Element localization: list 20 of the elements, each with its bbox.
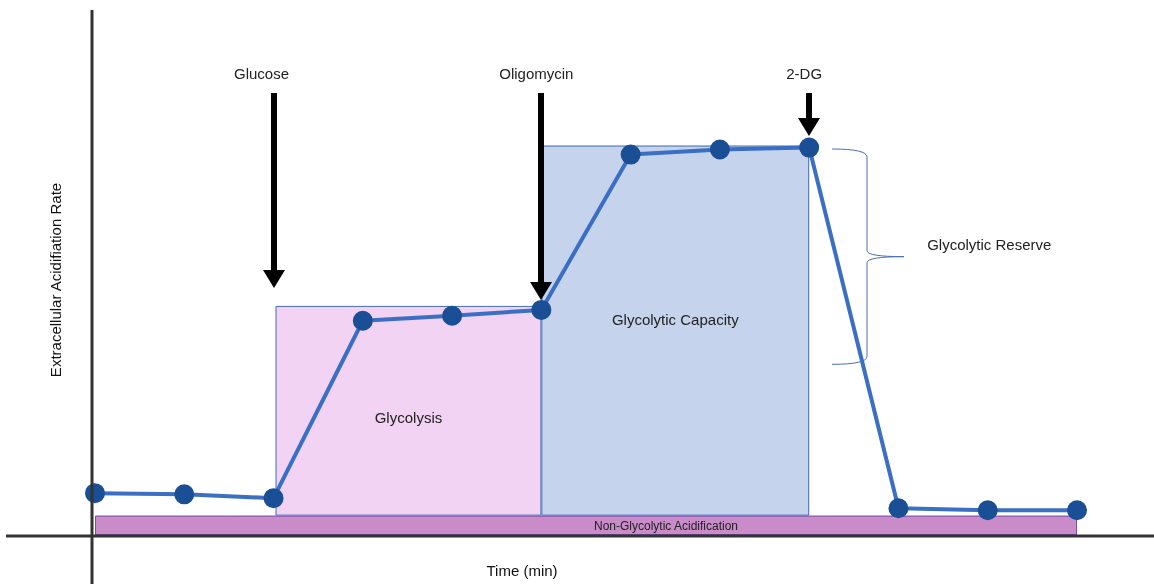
point [709,139,730,160]
point [174,484,195,505]
x-axis-title: Time (min) [486,562,558,580]
point [352,310,373,331]
point [620,144,641,165]
point [888,498,909,519]
point [442,305,463,326]
point [799,137,820,158]
y-axis-title: Extracellular Acidifiation Rate [47,182,65,378]
point [977,500,998,521]
annotation: Glycolytic Reserve [927,236,1052,254]
annotation: Glycolysis [374,408,443,426]
point [1067,500,1087,521]
point [531,299,552,320]
point [263,488,284,509]
band-label: Non-Glycolytic Acidification [593,518,739,533]
text: Glucose [234,65,290,83]
text: 2-DG [786,65,823,83]
text: Oligomycin [499,65,574,83]
annotation: Glycolytic Capacity [611,310,740,328]
